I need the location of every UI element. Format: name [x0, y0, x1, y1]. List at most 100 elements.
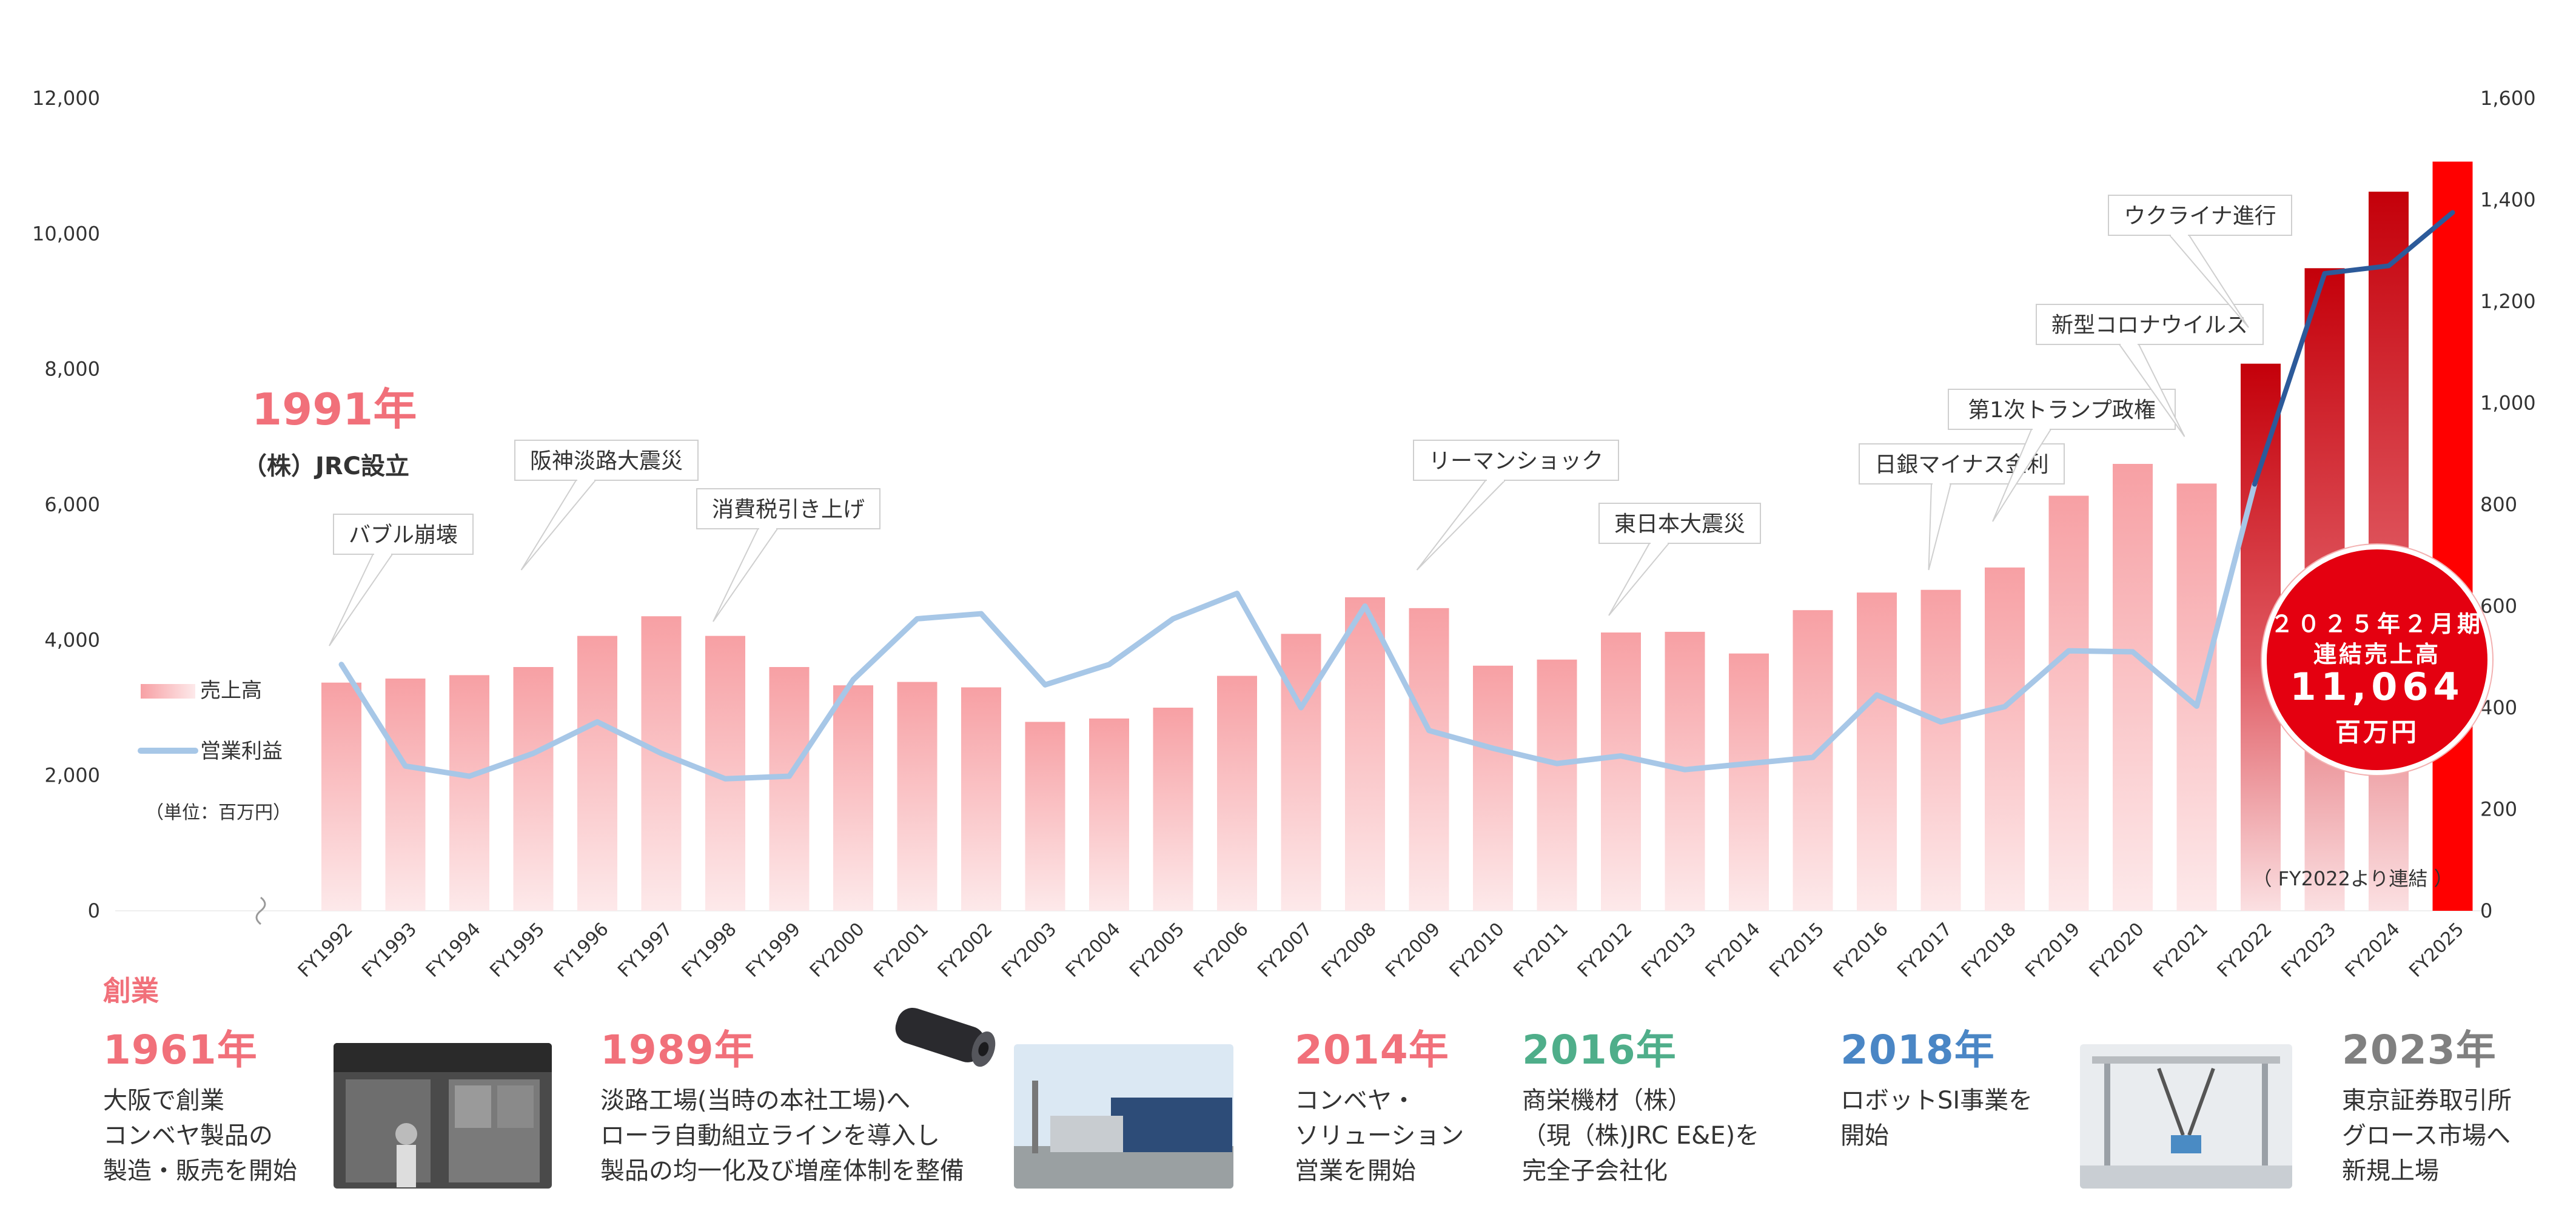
sales-bar: [1025, 722, 1065, 911]
sales-bar: [961, 687, 1001, 911]
y-right-tick-label: 0: [2480, 899, 2492, 922]
x-tick-label: FY2006: [1190, 919, 1253, 982]
x-tick-label: FY2001: [870, 919, 933, 982]
sales-bar: [1601, 632, 1641, 911]
event-callout: 第1次トランプ政権: [1948, 389, 2176, 522]
sales-bar: [513, 667, 554, 911]
sales-bar: [897, 682, 937, 911]
sales-bar: [1409, 608, 1449, 911]
event-label: 第1次トランプ政権: [1968, 398, 2156, 423]
legend-profit-label: 営業利益: [200, 739, 283, 763]
revenue-badge: ２０２５年２月期 連結売上高 11,064 百万円: [2262, 545, 2492, 775]
timeline-founding-heading: 創業: [103, 974, 159, 1007]
timeline-2016: 2016年 商栄機材（株） （現（株)JRC E&E)を 完全子会社化: [1522, 1018, 1759, 1189]
event-label: バブル崩壊: [349, 523, 458, 548]
y-left-tick-label: 10,000: [32, 222, 100, 245]
event-callout: 新型コロナウイルス: [2036, 304, 2264, 437]
sales-bar: [1217, 676, 1257, 911]
x-tick-label: FY2000: [806, 919, 869, 982]
x-tick-label: FY2012: [1574, 919, 1637, 982]
badge-period: ２０２５年２月期: [2270, 611, 2484, 637]
timeline-year: 1961年: [103, 1027, 258, 1073]
consolidated-note: （ FY2022より連結 ）: [2252, 867, 2453, 890]
timeline-1961: 1961年 大阪で創業 コンベヤ製品の 製造・販売を開始: [103, 1018, 297, 1189]
sales-bar: [769, 667, 810, 911]
x-tick-label: FY1997: [614, 919, 677, 982]
sales-bar: [1857, 592, 1897, 911]
event-label: リーマンショック: [1429, 449, 1603, 474]
timeline-founding: 創業: [103, 969, 159, 1009]
timeline-2018: 2018年 ロボットSI事業を 開始: [1840, 1018, 2033, 1153]
axis-break-mark: [255, 896, 266, 925]
x-tick-label: FY2014: [1702, 919, 1765, 982]
event-label: ウクライナ進行: [2124, 204, 2276, 229]
x-tick-label: FY2022: [2213, 919, 2276, 982]
profit-line: [338, 481, 2258, 782]
timeline-1989: 1989年 淡路工場(当時の本社工場)へ ローラ自動組立ラインを導入し 製品の均…: [600, 1018, 964, 1189]
x-tick-label: FY2016: [1830, 919, 1893, 982]
sales-bar: [1153, 708, 1193, 911]
legend-sales-label: 売上高: [200, 679, 262, 703]
x-tick-label: FY2023: [2277, 919, 2340, 982]
y-left-tick-label: 12,000: [32, 87, 100, 110]
x-tick-label: FY1994: [422, 919, 485, 982]
x-tick-label: FY2011: [1509, 919, 1572, 982]
x-tick-label: FY1998: [678, 919, 741, 982]
x-tick-label: FY2007: [1253, 919, 1317, 982]
sales-bar: [385, 678, 426, 911]
timeline-year: 2016年: [1522, 1027, 1677, 1073]
timeline-year: 1989年: [600, 1027, 755, 1073]
x-tick-label: FY2009: [1381, 919, 1444, 982]
badge-label: 連結売上高: [2313, 641, 2441, 668]
timeline-text: 東京証券取引所 グロース市場へ 新規上場: [2342, 1087, 2512, 1185]
x-tick-label: FY2015: [1765, 919, 1828, 982]
event-label: 東日本大震災: [1614, 512, 1745, 537]
y-left-tick-label: 0: [88, 899, 100, 922]
robot-system-photo: [2080, 1044, 2292, 1189]
x-tick-label: FY2003: [998, 919, 1061, 982]
sales-bar: [2048, 495, 2089, 911]
timeline-2023: 2023年 東京証券取引所 グロース市場へ 新規上場: [2342, 1018, 2512, 1189]
sales-bar: [449, 675, 489, 911]
sales-bar: [1729, 653, 1769, 911]
legend-sales-swatch: [141, 684, 195, 699]
x-tick-label: FY1996: [550, 919, 613, 982]
x-tick-label: FY2004: [1062, 919, 1125, 982]
timeline-text: ロボットSI事業を 開始: [1840, 1087, 2033, 1150]
timeline-text: 淡路工場(当時の本社工場)へ ローラ自動組立ラインを導入し 製品の均一化及び増産…: [600, 1087, 964, 1185]
x-tick-label: FY2020: [2085, 919, 2148, 982]
y-right-tick-label: 1,200: [2480, 290, 2536, 313]
event-callout: 阪神淡路大震災: [514, 440, 699, 571]
x-tick-label: FY2013: [1637, 919, 1700, 982]
event-callout: 東日本大震災: [1598, 503, 1761, 616]
profit-line-consolidated: [2252, 210, 2455, 487]
x-tick-label: FY1993: [358, 919, 421, 982]
event-label: 阪神淡路大震災: [530, 449, 683, 474]
y-right-tick-label: 1,600: [2480, 87, 2536, 110]
founding-year: 1991年: [252, 384, 417, 435]
y-right-tick-label: 600: [2480, 595, 2517, 618]
event-callout: 消費税引き上げ: [696, 488, 880, 622]
x-tick-label: FY1992: [294, 919, 357, 982]
x-tick-label: FY2019: [2021, 919, 2084, 982]
sales-bar: [1920, 589, 1961, 911]
x-tick-label: FY2021: [2149, 919, 2212, 982]
x-tick-label: FY2017: [1893, 919, 1956, 982]
roller-product-photo: [882, 1001, 1010, 1073]
event-callout: リーマンショック: [1413, 440, 1619, 571]
sales-bar: [577, 636, 617, 911]
x-tick-label: FY2018: [1957, 919, 2021, 982]
event-callout: バブル崩壊: [329, 514, 474, 646]
y-right-tick-label: 200: [2480, 798, 2517, 821]
founding-shop-photo: [334, 1043, 552, 1189]
x-tick-label: FY2024: [2341, 919, 2404, 982]
founding-text: （株）JRC設立: [243, 452, 409, 480]
badge-unit: 百万円: [2335, 717, 2419, 747]
sales-bar: [1089, 718, 1129, 911]
event-label: 新型コロナウイルス: [2051, 313, 2248, 338]
timeline-year: 2014年: [1295, 1027, 1449, 1073]
timeline-text: 大阪で創業 コンベヤ製品の 製造・販売を開始: [103, 1087, 297, 1185]
unit-label: （単位：百万円）: [146, 802, 291, 823]
x-tick-label: FY1999: [742, 919, 805, 982]
